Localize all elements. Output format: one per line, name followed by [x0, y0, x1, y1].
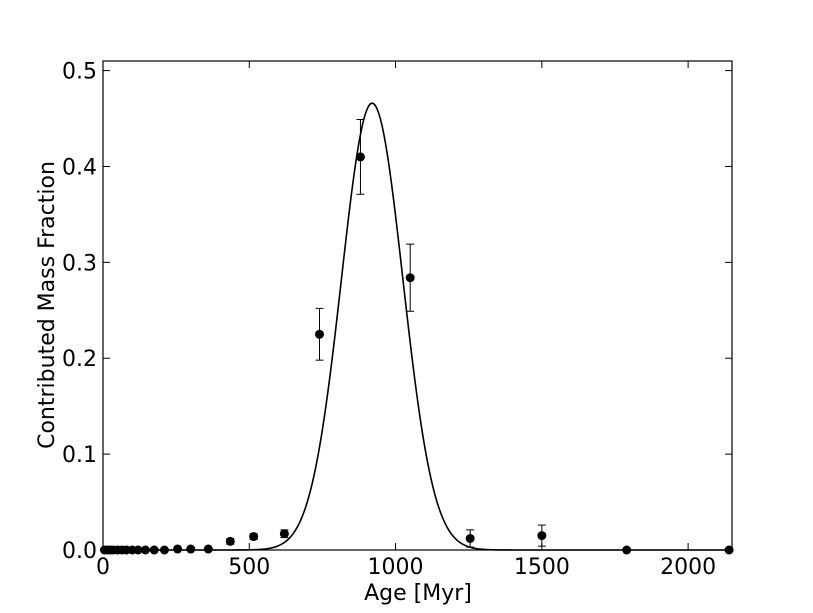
y-tick-label: 0.5	[62, 60, 97, 85]
data-point	[186, 544, 196, 554]
data-point	[465, 533, 475, 543]
data-points-layer	[99, 118, 734, 555]
x-tick-label: 500	[228, 555, 270, 580]
data-point	[279, 529, 289, 539]
x-tick-label: 0	[96, 555, 110, 580]
y-axis-label: Contributed Mass Fraction	[35, 161, 60, 449]
data-point	[225, 536, 235, 546]
y-tick-label: 0.1	[62, 443, 97, 468]
y-tick-label: 0.4	[62, 155, 97, 180]
fit-curve-layer	[103, 102, 732, 551]
data-point	[355, 152, 365, 162]
x-tick-label: 2000	[660, 555, 716, 580]
data-point	[314, 329, 324, 339]
plot-frame	[102, 60, 733, 551]
x-tick-label: 1500	[514, 555, 570, 580]
axes-layer: 0 500 1000 1500 2000 0.0 0.1 0.2 0.3 0.4 0.5	[62, 60, 733, 580]
y-tick-label: 0.0	[62, 539, 97, 564]
data-point	[203, 544, 213, 554]
data-point	[173, 544, 183, 554]
data-point	[537, 531, 547, 541]
y-tick-label: 0.3	[62, 251, 97, 276]
x-tick-label: 1000	[368, 555, 424, 580]
x-axis-label: Age [Myr]	[364, 581, 472, 606]
data-point	[249, 532, 259, 542]
gaussian-fit-line	[103, 102, 732, 551]
y-tick-label: 0.2	[62, 347, 97, 372]
data-point	[405, 273, 415, 283]
